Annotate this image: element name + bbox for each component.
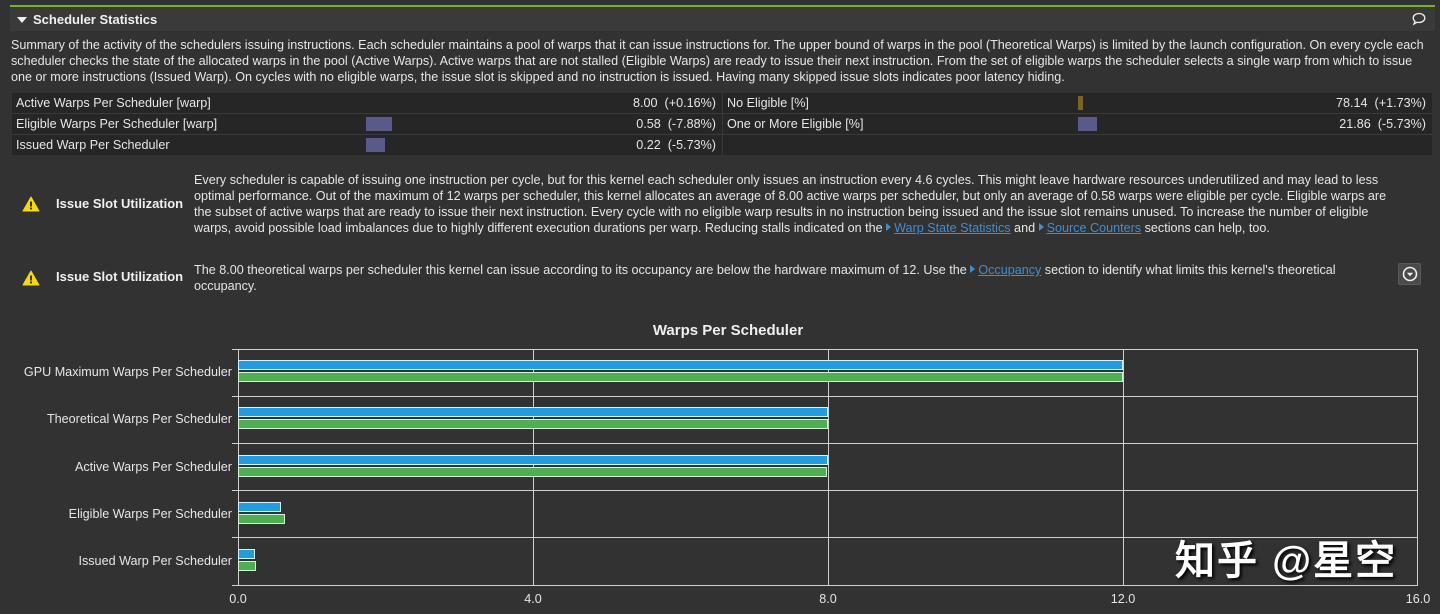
metric-bar xyxy=(366,138,385,152)
grid-line xyxy=(238,349,1418,350)
bar-theoretical-baseline[interactable] xyxy=(238,419,828,429)
link-source-counters[interactable]: Source Counters xyxy=(1038,221,1141,235)
metric-bar xyxy=(1078,117,1097,131)
expand-details-button[interactable] xyxy=(1398,263,1421,285)
metric-row-issued-warp: Issued Warp Per Scheduler 0.22 (-5.73%) xyxy=(12,135,722,155)
bar-theoretical-current[interactable] xyxy=(238,407,828,417)
metric-row-one-or-more-eligible: One or More Eligible [%] 21.86 (-5.73%) xyxy=(723,114,1432,134)
y-axis-label: Active Warps Per Scheduler xyxy=(74,460,232,474)
y-axis-label: Eligible Warps Per Scheduler xyxy=(68,507,232,521)
metrics-table: Active Warps Per Scheduler [warp] 8.00 (… xyxy=(12,93,1432,155)
metric-row-eligible-warps: Eligible Warps Per Scheduler [warp] 0.58… xyxy=(12,114,722,134)
recommendation-issue-slot-2: Issue Slot Utilization The 8.00 theoreti… xyxy=(12,262,1432,296)
bar-active-baseline[interactable] xyxy=(238,467,827,477)
grid-line xyxy=(238,585,1418,586)
collapse-triangle-icon[interactable] xyxy=(17,16,27,23)
bar-gpu-max-current[interactable] xyxy=(238,360,1123,370)
grid-line xyxy=(238,396,1418,397)
x-tick-label: 0.0 xyxy=(229,592,247,606)
warning-icon xyxy=(22,196,40,212)
metric-label: No Eligible [%] xyxy=(727,96,809,110)
x-tick-label: 8.0 xyxy=(819,592,837,606)
bar-eligible-current[interactable] xyxy=(238,502,281,512)
grid-line xyxy=(238,443,1418,444)
metric-label: One or More Eligible [%] xyxy=(727,117,864,131)
metric-value: 8.00 (+0.16%) xyxy=(633,96,716,110)
link-warp-state-statistics[interactable]: Warp State Statistics xyxy=(886,221,1011,235)
recommendation-body: The 8.00 theoretical warps per scheduler… xyxy=(194,263,1336,293)
bar-eligible-baseline[interactable] xyxy=(238,514,285,524)
metric-bar xyxy=(366,117,392,131)
comment-icon[interactable] xyxy=(1411,11,1427,27)
x-tick-label: 4.0 xyxy=(524,592,542,606)
section-header[interactable]: Scheduler Statistics xyxy=(10,8,1435,31)
grid-line xyxy=(1123,349,1124,586)
metric-row-no-eligible: No Eligible [%] 78.14 (+1.73%) xyxy=(723,93,1432,113)
x-tick-label: 12.0 xyxy=(1110,592,1136,606)
metric-value: 0.22 (-5.73%) xyxy=(636,138,716,152)
bar-active-current[interactable] xyxy=(238,455,828,465)
metric-row-active-warps: Active Warps Per Scheduler [warp] 8.00 (… xyxy=(12,93,722,113)
warning-icon xyxy=(22,270,40,286)
section-title: Scheduler Statistics xyxy=(33,12,158,27)
chart-title: Warps Per Scheduler xyxy=(652,322,804,339)
y-axis-label: GPU Maximum Warps Per Scheduler xyxy=(23,365,232,379)
metric-bar xyxy=(1078,96,1083,110)
recommendation-body: Every scheduler is capable of issuing on… xyxy=(194,173,1387,235)
warps-per-scheduler-chart xyxy=(232,349,1418,586)
chevron-down-circle-icon xyxy=(1402,266,1417,282)
metric-label: Eligible Warps Per Scheduler [warp] xyxy=(16,117,218,131)
bar-issued-current[interactable] xyxy=(238,549,255,559)
metric-value: 78.14 (+1.73%) xyxy=(1336,96,1426,110)
y-axis-label: Theoretical Warps Per Scheduler xyxy=(46,412,232,426)
column-divider xyxy=(722,93,723,155)
x-tick-label: 16.0 xyxy=(1405,592,1431,606)
grid-line xyxy=(1417,349,1418,586)
grid-line xyxy=(828,349,829,586)
section-accent-line xyxy=(10,5,1435,7)
recommendation-issue-slot-1: Issue Slot Utilization Every scheduler i… xyxy=(12,172,1432,238)
grid-line xyxy=(238,490,1418,491)
recommendation-title: Issue Slot Utilization xyxy=(56,269,184,284)
recommendation-title: Issue Slot Utilization xyxy=(56,196,184,211)
bar-gpu-max-baseline[interactable] xyxy=(238,372,1123,382)
section-description: Summary of the activity of the scheduler… xyxy=(11,38,1424,84)
link-occupancy[interactable]: Occupancy xyxy=(970,263,1041,277)
metric-value: 0.58 (-7.88%) xyxy=(636,117,716,131)
grid-line xyxy=(238,537,1418,538)
metric-label: Issued Warp Per Scheduler xyxy=(16,138,170,152)
bar-issued-baseline[interactable] xyxy=(238,561,256,571)
watermark: 知乎 @星空 xyxy=(1175,539,1398,583)
metric-value: 21.86 (-5.73%) xyxy=(1339,117,1426,131)
metric-label: Active Warps Per Scheduler [warp] xyxy=(16,96,211,110)
y-axis-label: Issued Warp Per Scheduler xyxy=(78,554,232,568)
